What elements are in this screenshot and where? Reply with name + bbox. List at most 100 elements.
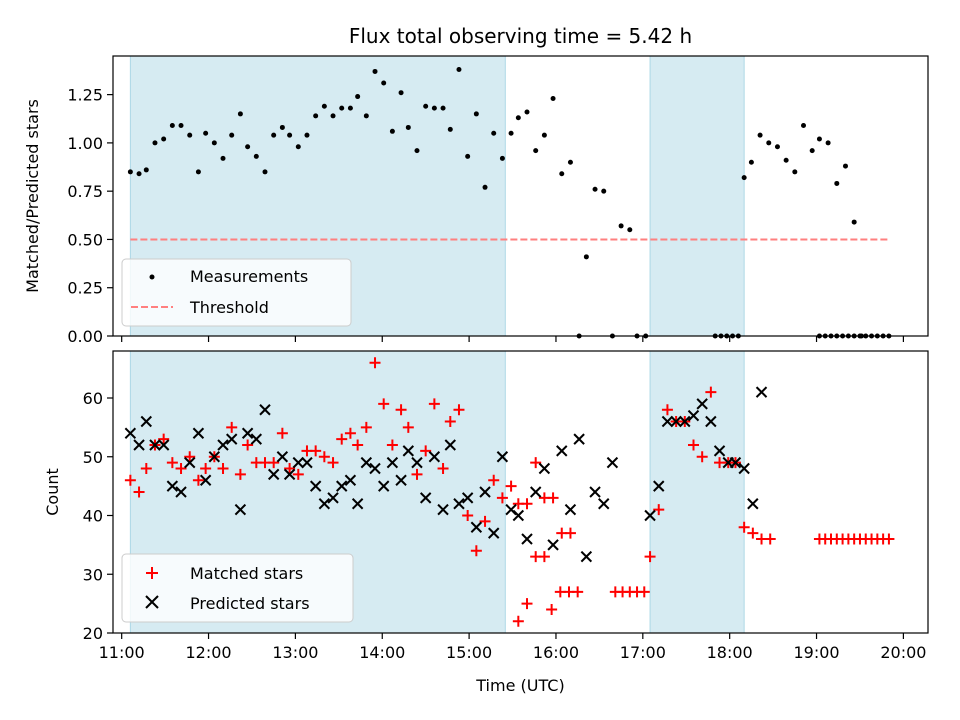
measurement-point [211,140,217,146]
marker-stroke [705,415,717,428]
chart-title: Flux total observing time = 5.42 h [349,24,692,48]
matched-star-point [462,510,474,521]
marker-stroke [140,415,153,428]
measurement-point [405,124,411,130]
legend-marker-measurements [149,274,155,280]
x-tick-label: 12:00 [185,643,231,662]
matched-star-point [369,357,381,369]
matched-star-point [496,492,508,504]
marker-stroke [259,404,271,416]
marker-stroke [395,474,407,486]
predicted-star-point [661,415,674,428]
predicted-star-point [411,456,423,469]
measurement-point [774,144,780,150]
predicted-star-point [259,404,271,416]
matched-star-point [538,551,550,563]
marker-stroke [149,439,161,451]
marker-stroke [479,486,491,498]
bottom-axes-frame [112,350,929,634]
measurement-point [748,159,754,165]
marker-stroke [402,445,415,457]
matched-star-point [268,457,280,469]
matched-star-point [175,463,187,474]
measurement-point [169,123,175,129]
y-tick-label: 60 [83,389,103,408]
measurement-point [313,113,319,119]
measurement-point [757,132,763,138]
marker-stroke [360,456,373,469]
measurement-point [262,169,268,175]
bottom-panel: 20 30 40 50 60 11:00 12:00 13:00 14:00 15:00 16:0… [43,350,929,695]
marker-stroke [521,533,533,545]
predicted-star-point [301,456,313,469]
marker-stroke [208,451,221,463]
marker-stroke [496,451,509,463]
predicted-star-point [488,527,500,539]
measurement-point [515,115,521,121]
predicted-star-point [653,480,665,492]
predicted-star-point [377,480,390,492]
predicted-star-point [606,456,619,469]
marker-stroke [505,503,517,516]
measurement-point [440,105,446,111]
marker-stroke [217,439,229,451]
marker-stroke [276,451,289,463]
measurement-point [627,227,633,233]
predicted-star-point [184,456,196,469]
y-tick-label: 20 [83,624,103,643]
marker-stroke [461,492,474,504]
predicted-star-point [199,474,212,486]
matched-star-point [124,474,136,486]
predicted-star-point [419,492,432,504]
marker-stroke [124,427,137,439]
predicted-star-point [217,439,229,451]
matched-star-point [444,416,456,427]
marker-stroke [377,480,390,492]
predicted-star-point [157,439,170,451]
measurement-point [195,169,201,175]
predicted-star-point [738,462,750,475]
marker-stroke [529,486,542,498]
x-tick-label: 11:00 [99,643,145,662]
matched-star-point [521,598,533,610]
marker-stroke [644,509,656,522]
predicted-star-point [351,498,364,510]
marker-stroke [184,456,196,469]
matched-star-point [512,615,524,627]
matched-star-point [217,463,229,474]
marker-stroke [738,462,750,475]
matched-star-point [242,439,254,451]
measurement-point [825,140,831,146]
marker-stroke [670,415,682,428]
predicted-star-point [713,445,726,457]
matched-star-point [638,586,650,598]
measurement-point [809,148,815,154]
predicted-star-point [747,498,759,510]
x-tick-label: 15:00 [446,643,492,662]
measurement-point [834,180,840,186]
marker-stroke [696,398,708,410]
predicted-star-point [234,503,247,516]
marker-stroke [292,456,305,469]
predicted-star-point [140,415,153,428]
marker-stroke [234,503,247,516]
matched-star-point [310,445,322,457]
predicted-star-point [705,415,717,428]
x-tick-label: 16:00 [533,643,579,662]
legend-marker-predicted [145,595,159,609]
predicted-star-point [283,468,296,481]
x-axis-label: Time (UTC) [475,676,564,695]
matched-star-point [327,457,339,469]
x-tick-label: 18:00 [707,643,753,662]
measurement-point [178,123,184,129]
measurement-point [152,140,158,146]
measurement-point [801,123,807,129]
predicted-star-point [589,486,601,498]
predicted-star-point [360,456,373,469]
y-tick-label: 0.00 [67,327,103,346]
matched-star-point [276,427,288,439]
matched-star-point [226,421,238,433]
matched-star-point [738,521,750,533]
predicted-star-point [529,486,542,498]
